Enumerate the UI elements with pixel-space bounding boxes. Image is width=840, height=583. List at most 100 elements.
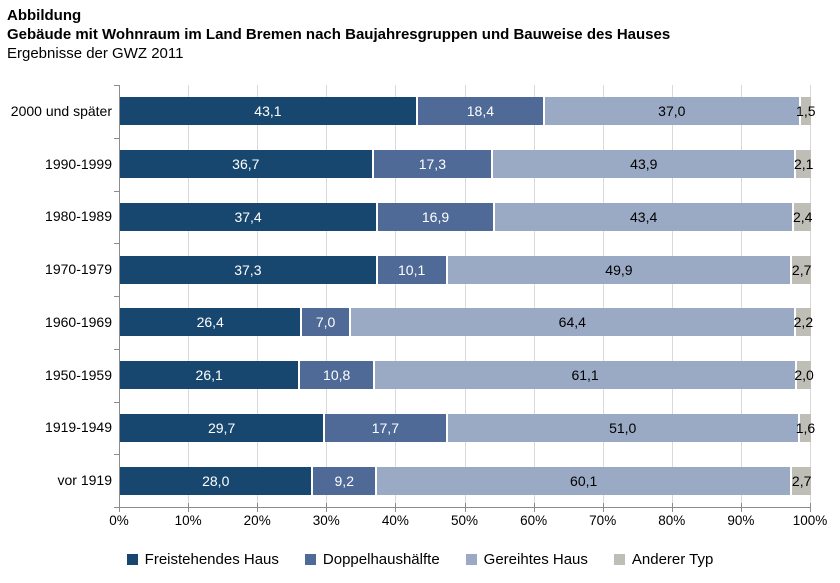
x-axis-tick [602,503,604,512]
bar-segment: 2,4 [792,202,813,231]
bar-segment-value: 9,2 [334,472,354,489]
category-label: 1919-1949 [45,419,112,436]
legend-swatch [613,554,625,565]
bar-segment-value: 2,4 [792,208,813,225]
stacked-bar: 43,1 18,4 37,0 1,5 [120,97,816,126]
gridline [533,85,535,507]
bar-segment: 2,0 [794,361,814,390]
figure-caption: Ergebnisse der GWZ 2011 [7,45,184,62]
bar-segment: 9,2 [313,466,378,495]
x-axis-tick [533,503,535,512]
gridline [602,85,604,507]
gridline [810,85,811,507]
stacked-bar: 37,4 16,9 43,4 2,4 [120,202,813,231]
category-label: 1980-1989 [45,208,112,225]
x-axis-tick-label: 90% [727,513,755,528]
legend-swatch [304,554,316,565]
x-axis-tick [740,503,742,512]
y-axis-tick [114,454,119,456]
gridline [395,85,397,507]
bar-segment: 51,0 [447,413,800,442]
bar-segment: 37,0 [544,97,801,126]
gridline [257,85,259,507]
bar-segment-value: 1,5 [796,103,816,120]
gridline [740,85,742,507]
x-axis-tick [257,503,259,512]
bar-segment: 2,1 [794,150,813,179]
bar-segment-value: 2,0 [794,367,814,384]
bar-row: 1980-1989 37,4 16,9 43,4 2,4 [45,191,813,244]
category-label: 2000 und später [10,102,112,119]
y-axis-tick [114,243,119,245]
x-axis-tick-label: 80% [658,513,686,528]
x-axis-tick-label: 30% [312,513,340,528]
legend-label: Doppelhaushälfte [322,551,440,568]
bar-segment-value: 18,4 [466,103,494,120]
bar-row: 1950-1959 26,1 10,8 61,1 2,0 [45,349,814,402]
bar-segment: 49,9 [447,255,793,284]
bar-segment: 61,1 [374,361,798,390]
bar-segment: 18,4 [417,97,545,126]
stacked-bar: 37,3 10,1 49,9 2,7 [120,255,811,284]
bar-segment: 1,6 [796,413,815,442]
bar-row: 1960-1969 26,4 7,0 64,4 2,2 [45,296,814,349]
legend-label: Anderer Typ [631,551,714,568]
x-axis-tick [464,503,466,512]
bar-segment: 43,4 [494,202,795,231]
bar-segment: 36,7 [120,150,374,179]
gridline [671,85,673,507]
bar-segment-value: 2,7 [791,472,812,489]
x-axis-tick [188,503,190,512]
bar-segment: 28,0 [120,466,314,495]
bar-row: 2000 und später 43,1 18,4 37,0 1,5 [11,85,816,138]
legend-swatch [126,554,138,565]
x-axis-tick-label: 10% [174,513,202,528]
bar-segment: 10,8 [300,361,375,390]
bar-segment-value: 60,1 [570,472,598,489]
figure-title: Gebäude mit Wohnraum im Land Bremen nach… [7,26,671,43]
bar-segment-value: 29,7 [207,419,236,436]
x-axis-tick-label: 60% [520,513,548,528]
x-axis-tick [119,503,120,512]
legend-item: Anderer Typ [613,551,714,568]
bar-segment-value: 26,1 [195,367,223,384]
bar-segment-value: 43,4 [630,208,658,225]
y-axis-tick [114,296,119,297]
bar-segment: 29,7 [120,413,326,442]
legend-item: Gereihtes Haus [465,551,588,568]
x-axis-tick [810,503,811,512]
category-label: 1950-1959 [45,366,112,383]
y-axis-tick [114,401,119,403]
legend-label: Freistehendes Haus [144,551,279,568]
bar-segment: 64,4 [350,308,796,337]
category-label: 1960-1969 [45,313,112,330]
bar-segment: 26,1 [120,361,301,390]
bar-segment-value: 43,1 [254,103,282,120]
x-axis-tick-label: 40% [381,513,409,528]
bar-segment-value: 61,1 [571,367,599,384]
bar-segment-value: 51,0 [609,419,637,436]
bar-segment: 43,9 [493,150,797,179]
y-axis-tick [114,190,119,192]
stacked-bar: 36,7 17,3 43,9 2,1 [120,150,813,179]
category-label: 1990-1999 [45,155,112,172]
stacked-bar: 26,4 7,0 64,4 2,2 [120,308,814,337]
legend-swatch [465,554,477,565]
x-axis-tick [326,503,328,512]
bar-segment: 60,1 [377,466,793,495]
bar-segment: 43,1 [120,97,418,126]
category-label: vor 1919 [57,472,112,489]
legend-item: Freistehendes Haus [126,551,279,568]
gridline [326,85,328,507]
bar-segment-value: 26,4 [196,314,224,331]
bar-segment-value: 1,6 [795,419,816,436]
bar-row: vor 1919 28,0 9,2 60,1 2,7 [58,454,812,507]
bar-segment-value: 2,2 [793,314,814,331]
y-axis-tick [114,85,119,86]
x-axis-tick [671,503,673,512]
bar-segment-value: 37,3 [234,261,262,278]
bar-segment-value: 64,4 [558,314,586,331]
bar-segment-value: 37,4 [234,208,262,225]
legend: Freistehendes Haus Doppelhaushälfte Gereih… [0,551,840,568]
y-axis-tick [114,348,119,350]
